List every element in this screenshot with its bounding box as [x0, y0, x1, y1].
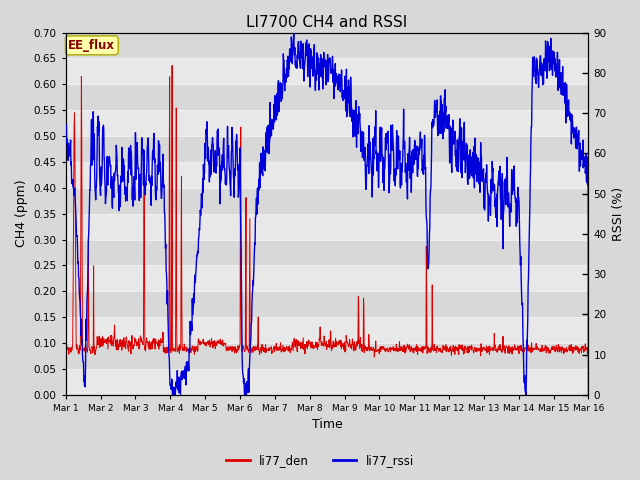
- Bar: [66, 343, 588, 369]
- Bar: [66, 240, 588, 265]
- Bar: [66, 110, 588, 136]
- Bar: [66, 188, 588, 214]
- Bar: [66, 214, 588, 240]
- Text: EE_flux: EE_flux: [68, 39, 115, 52]
- Title: LI7700 CH4 and RSSI: LI7700 CH4 and RSSI: [246, 15, 408, 30]
- Bar: [66, 162, 588, 188]
- Bar: [66, 291, 588, 317]
- Bar: [66, 136, 588, 162]
- Y-axis label: RSSI (%): RSSI (%): [612, 187, 625, 241]
- Bar: [66, 84, 588, 110]
- Bar: [66, 265, 588, 291]
- Bar: [66, 317, 588, 343]
- Bar: [66, 33, 588, 59]
- Bar: [66, 59, 588, 84]
- Bar: [66, 369, 588, 395]
- Y-axis label: CH4 (ppm): CH4 (ppm): [15, 180, 28, 248]
- X-axis label: Time: Time: [312, 419, 342, 432]
- Legend: li77_den, li77_rssi: li77_den, li77_rssi: [221, 449, 419, 472]
